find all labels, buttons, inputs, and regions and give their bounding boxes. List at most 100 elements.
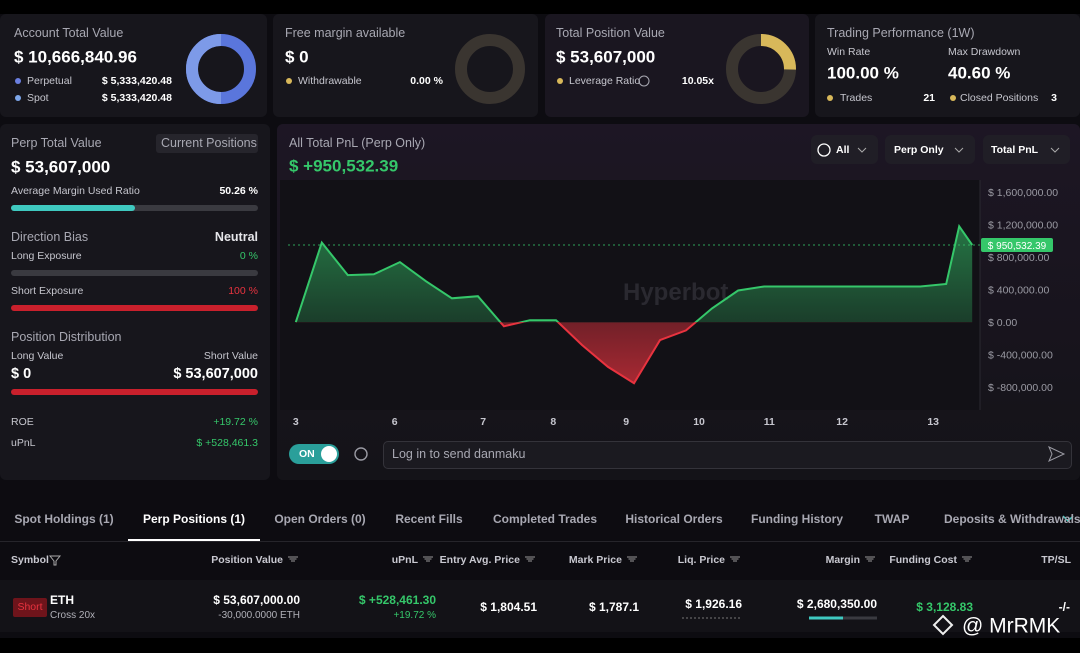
tab-divider [0, 541, 1080, 542]
stat-label: Closed Positions [960, 91, 1039, 104]
filter-label[interactable]: Perp Only [894, 143, 944, 156]
area-negative [500, 322, 696, 384]
line-negative [295, 322, 698, 385]
column-header[interactable]: TP/SL [1041, 553, 1071, 566]
short-bar-fill [11, 305, 258, 311]
column-header[interactable]: Liq. Price [677, 553, 725, 566]
stat-label: Max Drawdown [948, 45, 1021, 58]
watermark-icon [932, 614, 954, 636]
tab[interactable]: Spot Holdings (1) [14, 512, 114, 526]
row-value: $ 5,333,420.48 [101, 74, 172, 87]
stat-value: 100 % [228, 284, 258, 297]
info-icon [638, 75, 650, 87]
bottom-bar [0, 638, 1080, 653]
position-value: $ 53,607,000.00 [213, 593, 300, 607]
tab[interactable]: TWAP [874, 512, 910, 526]
card-value: $ 53,607,000 [556, 47, 656, 67]
x-tick-label: 13 [927, 416, 939, 428]
column-header[interactable]: Margin [825, 553, 860, 566]
range-dropdown[interactable] [811, 135, 878, 164]
panel-value: $ +950,532.39 [289, 156, 399, 176]
send-icon[interactable] [1048, 445, 1066, 463]
card-title: Trading Performance (1W) [827, 25, 975, 40]
performance-card [815, 14, 1080, 117]
stat-value: 3 [1051, 91, 1057, 104]
input-placeholder[interactable]: Log in to send danmaku [392, 446, 526, 461]
margin-mode: Cross 20x [50, 610, 96, 621]
stat-label: uPnL [11, 436, 36, 449]
dot [15, 95, 21, 101]
settings-icon[interactable] [354, 447, 368, 461]
card-title: Total Position Value [556, 25, 665, 40]
watermark: @ MrRMK [962, 614, 1061, 638]
y-tick-label: $ 1,600,000.00 [988, 187, 1058, 199]
column-header[interactable]: Symbol [11, 553, 49, 566]
button-label[interactable]: Current Positions [161, 135, 257, 150]
card-value: $ 10,666,840.96 [14, 47, 137, 67]
column-header[interactable]: uPnL [391, 553, 418, 566]
filter-label[interactable]: Total PnL [991, 143, 1039, 156]
panel-value: $ 53,607,000 [11, 157, 111, 177]
stat-value: +19.72 % [213, 415, 258, 428]
toggle-label[interactable]: ON [299, 447, 315, 460]
card-title: Account Total Value [14, 25, 124, 40]
filter-icon[interactable] [48, 555, 62, 566]
margin-donut [455, 34, 525, 104]
tab[interactable]: Open Orders (0) [274, 512, 366, 526]
column-header[interactable]: Position Value [211, 553, 283, 566]
row-label: Perpetual [27, 74, 72, 87]
perp-panel [0, 124, 270, 480]
tab[interactable]: Recent Fills [395, 512, 463, 526]
margin: $ 2,680,350.00 [796, 597, 877, 611]
row-label: Spot [27, 91, 49, 104]
tab[interactable]: Deposits & Withdrawals [944, 512, 1080, 526]
danmaku-input[interactable] [383, 441, 1072, 469]
y-tick-label: $ 800,000.00 [988, 252, 1049, 264]
tab[interactable]: Completed Trades [492, 512, 598, 526]
account-donut-part [186, 34, 256, 104]
row-label: Leverage Ratio [569, 74, 641, 87]
current-positions-button[interactable] [156, 134, 258, 153]
section-label: Position Distribution [11, 329, 122, 344]
row-value: 10.05x [681, 74, 714, 87]
panel-title: Perp Total Value [11, 135, 102, 150]
marker-label: $ 950,532.39 [988, 241, 1047, 252]
side-badge [13, 598, 47, 617]
stat-label: Short Value [203, 349, 258, 362]
tab[interactable]: Perp Positions (1) [142, 512, 246, 526]
panel-title: All Total PnL (Perp Only) [289, 135, 426, 150]
column-header[interactable]: Entry Avg. Price [439, 553, 520, 566]
column-header[interactable]: Mark Price [568, 553, 622, 566]
roe: +19.72 % [393, 610, 436, 621]
scope-dropdown[interactable] [885, 135, 975, 164]
margin-bar-fill [11, 205, 135, 211]
tabs-chevron[interactable] [1062, 515, 1074, 523]
chevron [857, 147, 867, 153]
x-tick-label: 9 [623, 416, 629, 428]
row-value: 0.00 % [410, 74, 443, 87]
clock-icon [817, 143, 831, 157]
tp-sl: -/- [1058, 600, 1070, 614]
stat-value: $ +528,461.3 [196, 436, 258, 449]
dot [950, 95, 956, 101]
card-title: Free margin available [285, 25, 406, 40]
filter-label[interactable]: All [836, 143, 850, 156]
y-tick-label: $ 0.00 [988, 317, 1017, 329]
line-positive [294, 223, 974, 323]
metric-dropdown[interactable] [983, 135, 1070, 164]
tab[interactable]: Funding History [751, 512, 843, 526]
liq-price: $ 1,926.16 [685, 597, 742, 611]
chevron [1050, 147, 1060, 153]
x-tick-label: 7 [480, 416, 486, 428]
tab[interactable]: Historical Orders [625, 512, 723, 526]
column-header[interactable]: Funding Cost [889, 553, 957, 566]
dot [286, 78, 292, 84]
x-tick-label: 11 [764, 416, 775, 428]
symbol: ETH [50, 593, 74, 607]
section-value: Neutral [214, 229, 258, 244]
marker-box [981, 237, 1053, 252]
stat-label: Long Exposure [11, 249, 82, 262]
toggle-knob [321, 446, 337, 462]
stat-value: 21 [923, 91, 935, 104]
